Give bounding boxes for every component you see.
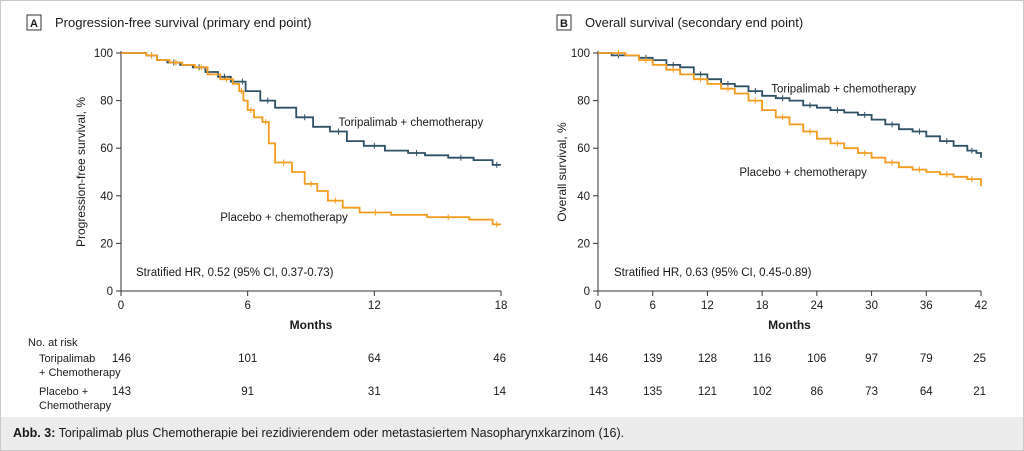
risk-count: 116	[753, 353, 771, 365]
x-tick-label: 30	[865, 300, 878, 312]
y-tick-label: 80	[577, 96, 590, 108]
x-axis-label: Months	[768, 318, 811, 332]
risk-row-label: Toripalimab	[39, 353, 95, 365]
series-label: Placebo + chemotherapy	[739, 167, 867, 179]
y-tick-label: 0	[107, 286, 113, 298]
x-tick-label: 0	[595, 300, 601, 312]
risk-count: 101	[238, 353, 257, 365]
x-tick-label: 18	[495, 300, 508, 312]
x-tick-label: 24	[810, 300, 823, 312]
panel-title: Overall survival (secondary end point)	[585, 15, 803, 30]
panel-b: B Overall survival (secondary end point) 0…	[555, 14, 988, 398]
series-line-toripalimab	[121, 52, 501, 166]
risk-count: 91	[241, 386, 254, 398]
risk-count: 64	[368, 353, 381, 365]
y-tick-label: 80	[100, 96, 113, 108]
risk-row-label: + Chemotherapy	[39, 367, 121, 379]
risk-count: 139	[643, 353, 662, 365]
hazard-ratio-annotation: Stratified HR, 0.52 (95% CI, 0.37-0.73)	[136, 267, 334, 279]
x-tick-label: 6	[244, 300, 250, 312]
y-tick-label: 40	[577, 191, 590, 203]
risk-count: 146	[112, 353, 131, 365]
y-tick-label: 100	[571, 48, 590, 60]
risk-count: 97	[865, 353, 878, 365]
risk-count: 106	[807, 353, 826, 365]
y-tick-label: 60	[100, 143, 113, 155]
y-tick-label: 0	[584, 286, 590, 298]
panel-label-box	[556, 14, 572, 31]
y-tick-label: 20	[100, 238, 113, 250]
panel-label-box	[26, 14, 42, 31]
y-tick-label: 40	[100, 191, 113, 203]
y-axis-label: Progression-free survival, %	[74, 97, 88, 247]
series-label: Placebo + chemotherapy	[220, 212, 348, 224]
risk-count: 14	[493, 386, 506, 398]
series-line-placebo	[121, 52, 501, 226]
x-axis-label: Months	[290, 318, 333, 332]
x-tick-label: 0	[118, 300, 124, 312]
risk-row-label: Placebo +	[39, 386, 88, 398]
series-label: Toripalimab + chemotherapy	[771, 84, 916, 96]
risk-count: 102	[753, 386, 772, 398]
y-tick-label: 100	[94, 48, 113, 60]
risk-count: 73	[865, 386, 878, 398]
series-label: Toripalimab + chemotherapy	[338, 117, 483, 129]
panel-label: A	[30, 18, 38, 30]
series-line-toripalimab	[598, 52, 982, 158]
caption-text: Toripalimab plus Chemotherapie bei rezid…	[55, 426, 625, 440]
chart-canvas: A Progression-free survival (primary end …	[26, 14, 988, 412]
panel-label: B	[560, 18, 568, 30]
y-tick-label: 20	[577, 238, 590, 250]
risk-count: 143	[112, 386, 131, 398]
y-tick-label: 60	[577, 143, 590, 155]
x-tick-label: 18	[756, 300, 769, 312]
risk-count: 143	[589, 386, 608, 398]
risk-count: 146	[589, 353, 608, 365]
x-tick-label: 12	[701, 300, 714, 312]
risk-count: 25	[973, 353, 986, 365]
x-tick-label: 42	[975, 300, 988, 312]
risk-count: 135	[643, 386, 662, 398]
x-tick-label: 6	[650, 300, 656, 312]
risk-count: 64	[920, 386, 933, 398]
risk-count: 21	[973, 386, 986, 398]
risk-count: 121	[698, 386, 717, 398]
risk-table-header: No. at risk	[28, 337, 78, 349]
caption-label: Abb. 3:	[13, 426, 56, 440]
risk-count: 128	[698, 353, 717, 365]
x-tick-label: 12	[368, 300, 381, 312]
risk-row-label: Chemotherapy	[39, 400, 112, 412]
series-line-placebo	[598, 52, 982, 187]
panel-title: Progression-free survival (primary end p…	[55, 15, 311, 30]
y-axis-label: Overall survival, %	[555, 122, 569, 222]
risk-count: 79	[920, 353, 933, 365]
risk-count: 86	[810, 386, 823, 398]
panel-a: A Progression-free survival (primary end …	[26, 14, 508, 412]
risk-count: 31	[368, 386, 381, 398]
figure-caption: Abb. 3: Toripalimab plus Chemotherapie b…	[1, 417, 1023, 450]
x-tick-label: 36	[920, 300, 933, 312]
risk-count: 46	[493, 353, 506, 365]
hazard-ratio-annotation: Stratified HR, 0.63 (95% CI, 0.45-0.89)	[614, 267, 812, 279]
